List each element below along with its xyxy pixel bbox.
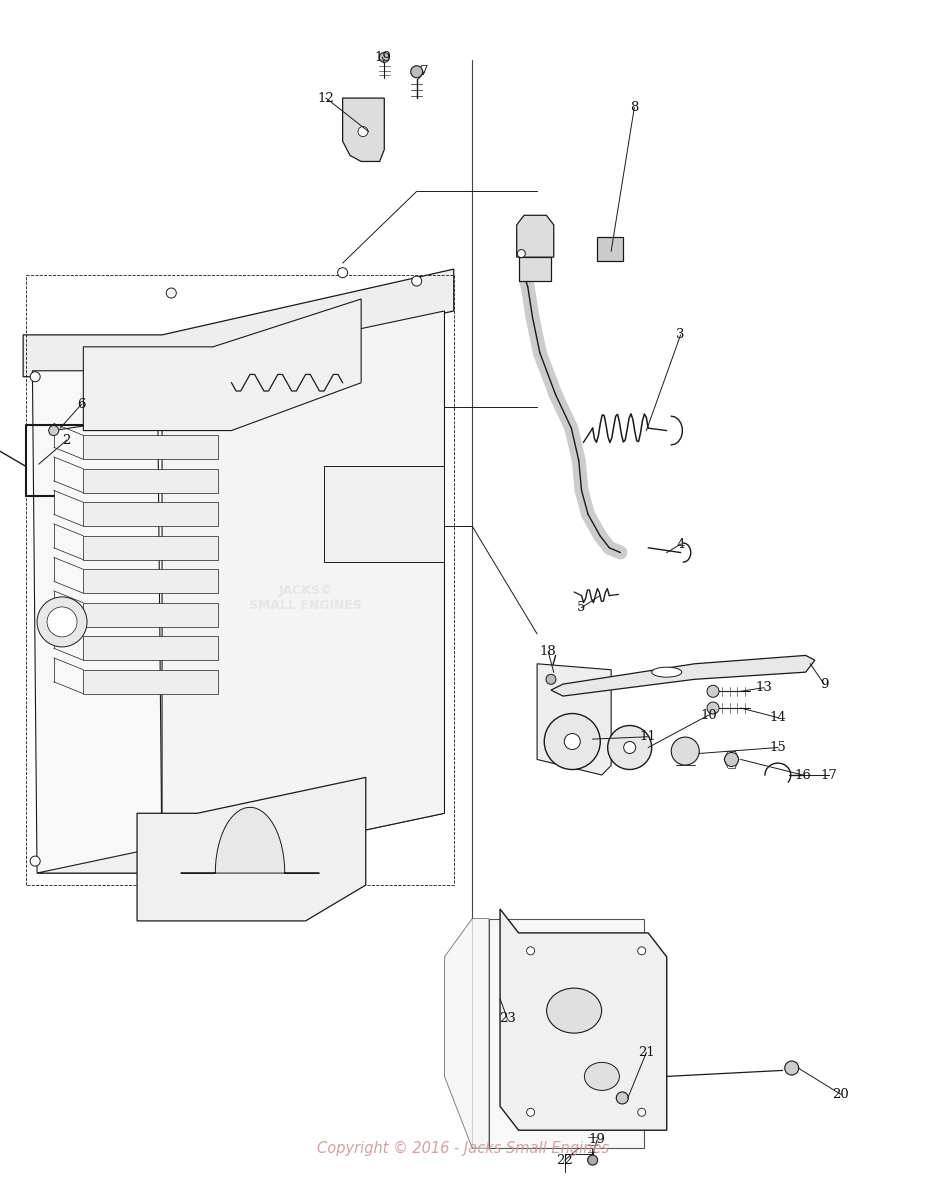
Text: 22: 22 [557,1154,573,1166]
Polygon shape [444,919,489,1148]
Text: JACKS©
SMALL ENGINES: JACKS© SMALL ENGINES [249,584,362,612]
Polygon shape [83,435,218,459]
Text: 6: 6 [77,398,86,410]
Text: 19: 19 [374,51,391,63]
Circle shape [617,1092,628,1104]
Circle shape [707,702,719,714]
Polygon shape [519,257,551,281]
Polygon shape [83,670,218,694]
Polygon shape [537,664,611,775]
Text: 9: 9 [820,678,829,690]
Polygon shape [83,299,361,431]
Circle shape [527,1109,534,1116]
Text: 11: 11 [640,731,657,743]
Circle shape [518,250,525,257]
Polygon shape [83,536,218,560]
Circle shape [31,372,40,382]
Polygon shape [83,603,218,627]
Polygon shape [23,269,454,377]
Polygon shape [343,98,384,161]
Circle shape [319,820,329,830]
Polygon shape [137,777,366,921]
Circle shape [588,1155,597,1165]
Text: 18: 18 [540,646,557,658]
Circle shape [411,66,422,78]
Text: 14: 14 [770,712,786,724]
Circle shape [607,726,652,769]
Text: 4: 4 [676,538,685,550]
Text: 10: 10 [700,709,717,721]
Polygon shape [517,215,554,257]
Text: 7: 7 [419,66,429,78]
Text: 5: 5 [577,602,586,614]
Circle shape [624,742,635,753]
Text: 2: 2 [62,434,71,446]
Circle shape [380,53,389,62]
Ellipse shape [584,1062,619,1091]
Circle shape [167,288,176,298]
Circle shape [671,737,699,765]
Text: 21: 21 [638,1046,655,1058]
Polygon shape [83,502,218,526]
Text: 16: 16 [795,769,811,781]
Ellipse shape [652,667,682,677]
Text: 17: 17 [820,769,837,781]
Text: 15: 15 [770,742,786,753]
Circle shape [784,1061,799,1075]
Text: Copyright © 2016 - Jacks Small Engines: Copyright © 2016 - Jacks Small Engines [317,1141,609,1155]
Circle shape [527,947,534,954]
Circle shape [707,685,719,697]
Ellipse shape [546,988,602,1033]
Polygon shape [32,371,162,873]
Text: 8: 8 [630,102,639,114]
Text: 13: 13 [756,682,772,694]
Polygon shape [489,919,644,1148]
Text: 19: 19 [589,1134,606,1146]
Text: 20: 20 [832,1088,849,1100]
Circle shape [638,947,645,954]
Polygon shape [83,569,218,593]
Polygon shape [162,311,444,873]
Text: 3: 3 [676,329,685,341]
Circle shape [153,880,162,890]
Circle shape [638,1109,645,1116]
Circle shape [546,675,556,684]
Text: 23: 23 [499,1013,516,1025]
Polygon shape [500,909,667,1130]
Circle shape [412,276,421,286]
Polygon shape [597,237,623,261]
Circle shape [564,733,581,750]
Circle shape [338,268,347,277]
Polygon shape [37,813,444,873]
Polygon shape [181,807,319,873]
Circle shape [49,426,58,435]
Polygon shape [83,636,218,660]
Circle shape [47,606,77,637]
Circle shape [544,714,600,769]
Circle shape [37,597,87,647]
Circle shape [358,127,368,136]
Polygon shape [551,655,815,696]
Polygon shape [324,466,444,562]
Text: 12: 12 [318,92,334,104]
Circle shape [31,856,40,866]
Circle shape [724,752,739,767]
Polygon shape [83,469,218,493]
